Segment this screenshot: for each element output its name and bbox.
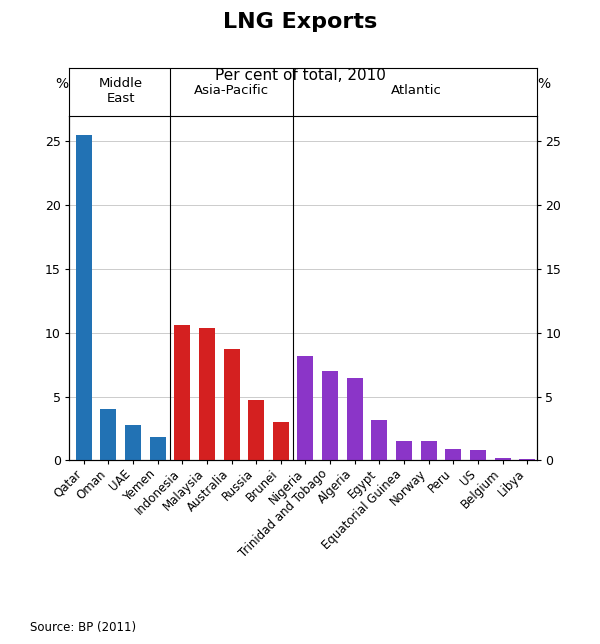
Text: Asia-Pacific: Asia-Pacific <box>194 84 269 97</box>
Bar <box>371 420 388 460</box>
Text: Middle
East: Middle East <box>98 77 143 105</box>
Bar <box>273 422 289 460</box>
Bar <box>494 458 511 460</box>
Bar <box>470 450 486 460</box>
Bar <box>396 441 412 460</box>
Bar <box>519 459 535 460</box>
Text: Atlantic: Atlantic <box>391 84 442 97</box>
Bar <box>100 410 116 460</box>
Bar <box>421 441 437 460</box>
Bar <box>224 350 239 460</box>
Bar <box>125 425 141 460</box>
Bar <box>248 401 264 460</box>
Bar <box>149 437 166 460</box>
Bar <box>347 377 363 460</box>
Text: Per cent of total, 2010: Per cent of total, 2010 <box>215 68 385 82</box>
Bar <box>76 135 92 460</box>
Bar <box>445 449 461 460</box>
Text: %: % <box>55 77 68 91</box>
Bar <box>199 328 215 460</box>
Bar <box>322 371 338 460</box>
Bar <box>175 325 190 460</box>
Bar <box>298 356 313 460</box>
Text: %: % <box>538 77 551 91</box>
Text: Source: BP (2011): Source: BP (2011) <box>30 621 136 634</box>
Text: LNG Exports: LNG Exports <box>223 12 377 32</box>
